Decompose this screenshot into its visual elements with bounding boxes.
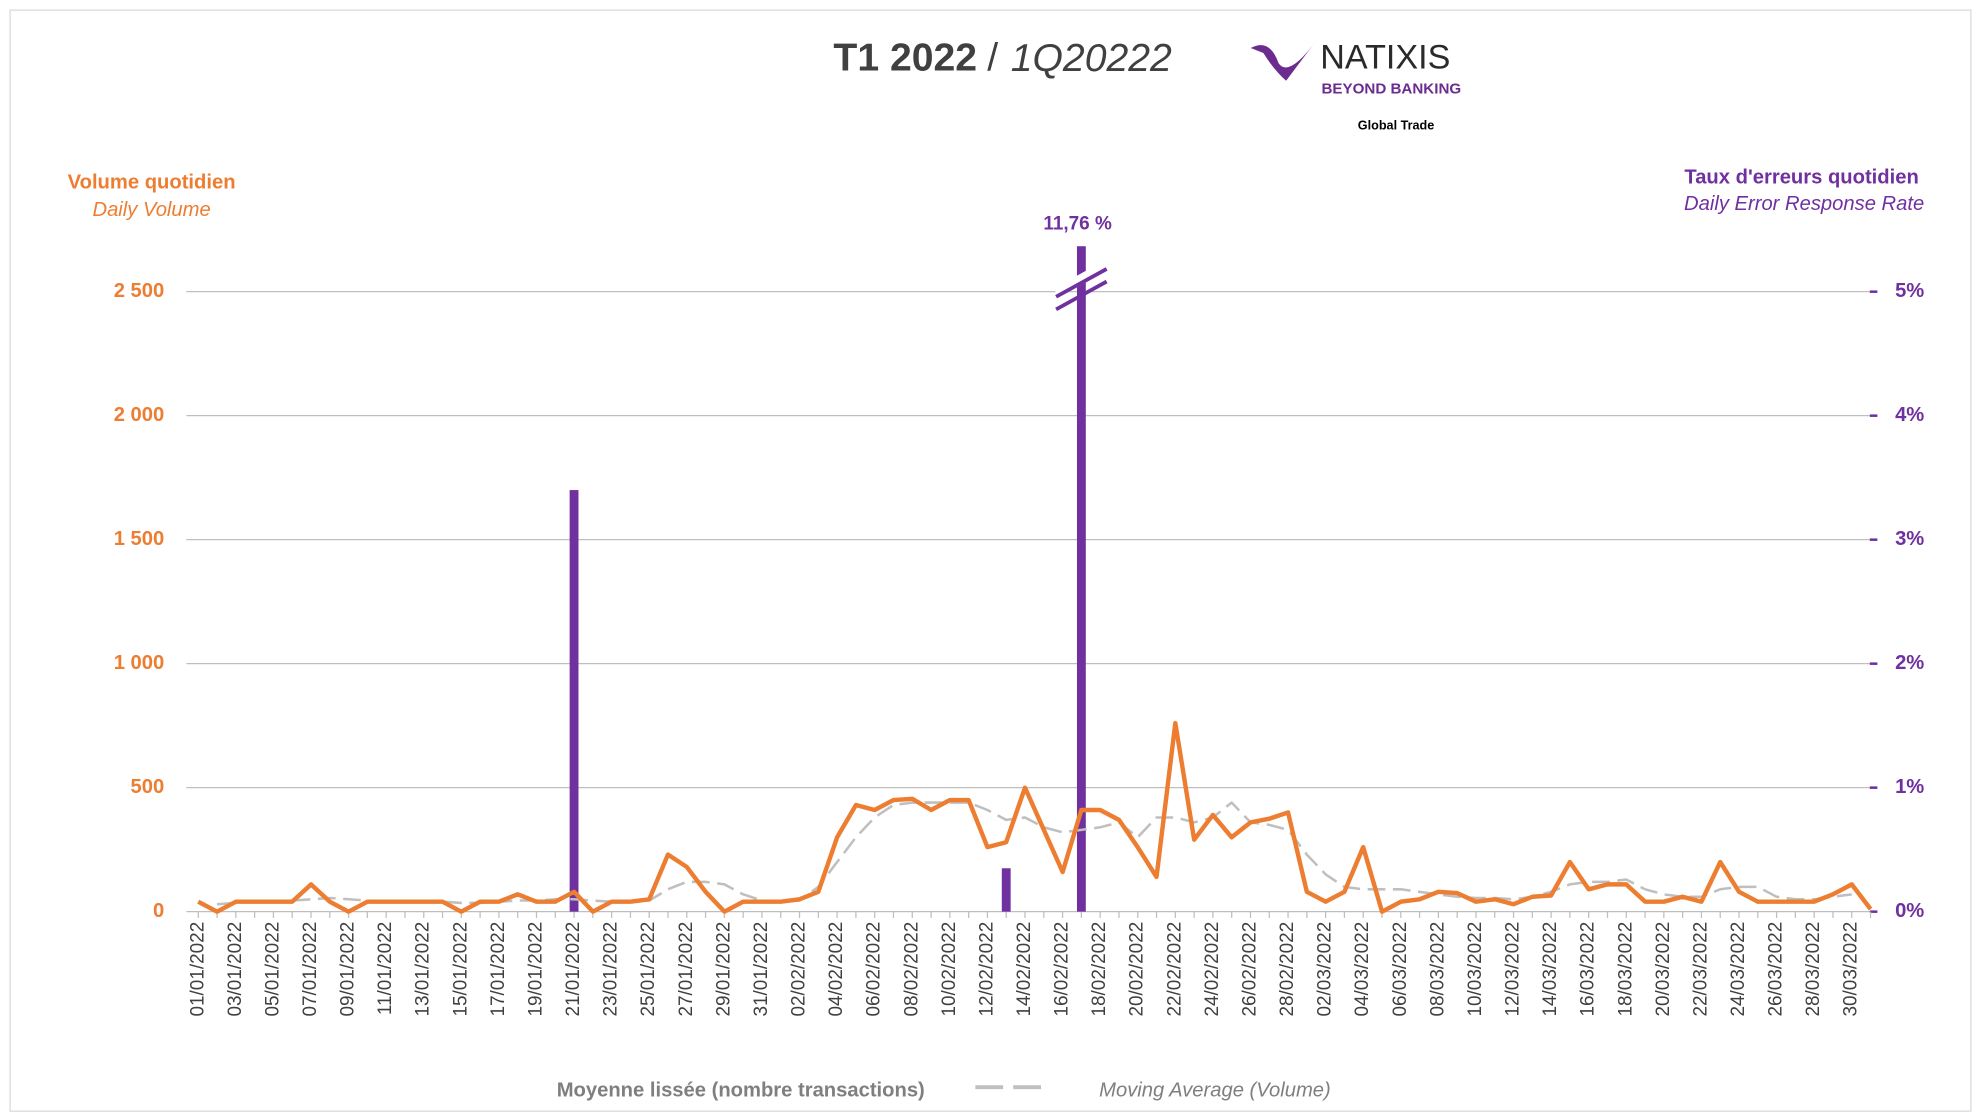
x-tick-label: 13/01/2022 xyxy=(413,922,434,1017)
x-tick-label: 23/01/2022 xyxy=(601,922,622,1017)
x-tick-label: 28/02/2022 xyxy=(1277,922,1298,1017)
y-tick-label: 500 xyxy=(131,776,165,798)
x-tick-label: 07/01/2022 xyxy=(300,922,321,1017)
x-tick-label: 14/03/2022 xyxy=(1540,922,1561,1017)
y-axis-subtitle: Daily Volume xyxy=(92,199,210,221)
y-tick-label: 1 500 xyxy=(114,528,165,550)
y2-tick-label: 2% xyxy=(1895,652,1924,674)
y-tick-label: 2 500 xyxy=(114,280,165,302)
y-tick-label: 2 000 xyxy=(114,404,165,426)
x-tick-label: 04/02/2022 xyxy=(826,922,847,1017)
y2-tick-label: 5% xyxy=(1895,280,1924,302)
y-tick-label: 0 xyxy=(153,900,164,922)
x-tick-label: 18/02/2022 xyxy=(1089,922,1110,1017)
legend-label-en: Moving Average (Volume) xyxy=(1099,1079,1331,1101)
title-main: T1 2022 xyxy=(833,37,977,80)
logo-name: NATIXIS xyxy=(1320,38,1450,76)
x-tick-label: 16/03/2022 xyxy=(1578,922,1599,1017)
x-tick-label: 22/02/2022 xyxy=(1164,922,1185,1017)
x-tick-label: 03/01/2022 xyxy=(225,922,246,1017)
x-tick-label: 08/03/2022 xyxy=(1427,922,1448,1017)
x-tick-label: 27/01/2022 xyxy=(676,922,697,1017)
axis-break xyxy=(1053,260,1110,298)
x-tick-label: 22/03/2022 xyxy=(1690,922,1711,1017)
x-tick-label: 16/02/2022 xyxy=(1052,922,1073,1017)
y2-axis-title: Taux d'erreurs quotidien xyxy=(1684,166,1918,188)
x-tick-label: 11/01/2022 xyxy=(375,922,396,1015)
moving-average-line xyxy=(216,801,1852,906)
y2-tick-label: 4% xyxy=(1895,404,1924,426)
y2-axis-subtitle: Daily Error Response Rate xyxy=(1684,193,1924,215)
x-tick-label: 24/03/2022 xyxy=(1728,922,1749,1017)
x-tick-label: 09/01/2022 xyxy=(338,922,359,1017)
chart-title: T1 2022/ xyxy=(833,37,998,80)
x-tick-label: 24/02/2022 xyxy=(1202,922,1223,1017)
title-separator: / xyxy=(987,37,998,80)
frame xyxy=(9,9,1972,1112)
x-tick-label: 20/02/2022 xyxy=(1127,922,1148,1017)
x-tick-label: 02/03/2022 xyxy=(1315,922,1336,1017)
title-sub: 1Q20222 xyxy=(1011,37,1172,80)
x-tick-label: 12/02/2022 xyxy=(976,922,997,1017)
x-tick-label: 08/02/2022 xyxy=(901,922,922,1017)
error-bar xyxy=(1001,868,1011,912)
volume-line xyxy=(197,720,1873,914)
logo-tagline: BEYOND BANKING xyxy=(1322,81,1462,98)
x-tick-label: 04/03/2022 xyxy=(1352,922,1373,1017)
x-tick-label: 05/01/2022 xyxy=(262,922,283,1017)
x-tick-label: 06/02/2022 xyxy=(864,922,885,1017)
x-tick-label: 10/03/2022 xyxy=(1465,922,1486,1017)
x-tick-label: 18/03/2022 xyxy=(1615,922,1636,1017)
x-tick-label: 26/02/2022 xyxy=(1239,922,1260,1017)
x-tick-label: 21/01/2022 xyxy=(563,922,584,1017)
legend-label: Moyenne lissée (nombre transactions) xyxy=(557,1079,925,1101)
axis-break xyxy=(1055,267,1108,299)
x-tick-label: 12/03/2022 xyxy=(1503,922,1524,1017)
x-tick-label: 30/03/2022 xyxy=(1841,922,1862,1017)
x-tick-label: 28/03/2022 xyxy=(1803,922,1824,1017)
y2-tick-label: 3% xyxy=(1895,528,1924,550)
y-tick-label: 1 000 xyxy=(114,652,165,674)
x-tick-label: 20/03/2022 xyxy=(1653,922,1674,1017)
y2-tick-label: 1% xyxy=(1895,776,1924,798)
x-tick-label: 17/01/2022 xyxy=(488,922,509,1017)
logo-division: Global Trade xyxy=(1358,119,1435,133)
y2-tick-label: 0% xyxy=(1895,900,1924,922)
x-tick-label: 25/01/2022 xyxy=(638,922,659,1017)
x-tick-label: 06/03/2022 xyxy=(1390,922,1411,1017)
x-tick-label: 10/02/2022 xyxy=(939,922,960,1017)
x-tick-label: 19/01/2022 xyxy=(525,922,546,1017)
x-tick-label: 26/03/2022 xyxy=(1766,922,1787,1017)
y-axis-title: Volume quotidien xyxy=(68,171,236,193)
x-tick-label: 01/01/2022 xyxy=(187,922,208,1017)
value-label: 11,76 % xyxy=(1043,214,1112,235)
error-bar xyxy=(569,490,579,912)
axis-break xyxy=(1055,279,1108,312)
x-tick-label: 02/02/2022 xyxy=(789,922,810,1017)
x-tick-label: 14/02/2022 xyxy=(1014,922,1035,1017)
x-tick-label: 15/01/2022 xyxy=(450,922,471,1017)
error-bar xyxy=(1076,246,1086,912)
x-tick-label: 29/01/2022 xyxy=(713,922,734,1017)
logo-mark xyxy=(1250,40,1317,81)
x-tick-label: 31/01/2022 xyxy=(751,922,772,1017)
